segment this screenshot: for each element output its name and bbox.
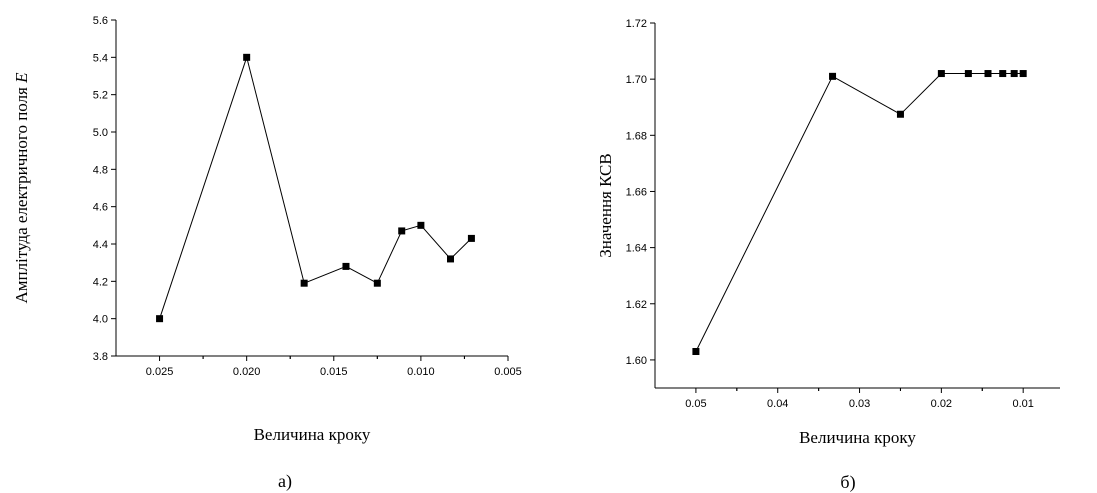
data-point bbox=[1019, 70, 1027, 78]
y-tick-label: 1.66 bbox=[626, 186, 647, 198]
y-axis-label-symbol: E bbox=[12, 72, 31, 84]
panel-caption: а) bbox=[278, 471, 292, 492]
y-tick-label: 1.70 bbox=[626, 74, 647, 86]
data-point bbox=[373, 279, 381, 287]
y-tick-label: 1.60 bbox=[626, 355, 647, 367]
x-tick-label: 0.03 bbox=[849, 398, 870, 410]
y-tick-label: 4.4 bbox=[93, 239, 108, 251]
data-point bbox=[829, 72, 837, 80]
data-point bbox=[964, 70, 972, 78]
y-tick-label: 5.4 bbox=[93, 52, 108, 64]
x-tick-label: 0.025 bbox=[146, 366, 174, 378]
panel-caption: б) bbox=[840, 472, 855, 493]
x-tick-label: 0.05 bbox=[685, 398, 706, 410]
x-tick-label: 0.01 bbox=[1012, 398, 1033, 410]
data-point bbox=[447, 255, 455, 263]
data-point bbox=[1010, 70, 1018, 78]
y-tick-label: 5.6 bbox=[93, 15, 108, 27]
y-tick-label: 4.2 bbox=[93, 276, 108, 288]
x-axis-label: Величина кроку bbox=[254, 425, 371, 444]
data-point bbox=[398, 227, 406, 235]
y-tick-label: 4.6 bbox=[93, 202, 108, 214]
y-tick-label: 4.0 bbox=[93, 314, 108, 326]
data-point bbox=[896, 110, 904, 118]
data-point bbox=[692, 348, 700, 355]
y-axis-label: Амплітуда електричного поля E bbox=[12, 72, 31, 304]
y-tick-label: 4.8 bbox=[93, 164, 108, 176]
data-point bbox=[937, 70, 945, 78]
y-tick-label: 1.72 bbox=[626, 18, 647, 30]
data-point bbox=[999, 70, 1007, 78]
y-tick-label: 5.2 bbox=[93, 90, 108, 102]
data-point bbox=[342, 262, 350, 270]
x-tick-label: 0.005 bbox=[494, 366, 522, 378]
series-line bbox=[159, 55, 472, 319]
x-tick-label: 0.02 bbox=[931, 398, 952, 410]
x-tick-label: 0.015 bbox=[320, 366, 348, 378]
y-tick-label: 3.8 bbox=[93, 351, 108, 363]
data-point bbox=[467, 234, 475, 242]
y-tick-label: 1.68 bbox=[626, 130, 647, 142]
data-point bbox=[243, 53, 251, 61]
data-point bbox=[417, 221, 425, 229]
chart-panel-a: 3.8 4.0 4.2 4.4 4.6 4.8 5.0 5.2 5.4 5.6 0.025 0.020… bbox=[12, 15, 522, 492]
x-tick-label: 0.020 bbox=[233, 366, 261, 378]
y-axis-label: Значення КСВ bbox=[596, 153, 615, 257]
y-tick-label: 5.0 bbox=[93, 127, 108, 139]
y-tick-label: 1.62 bbox=[626, 299, 647, 311]
data-point bbox=[984, 70, 992, 78]
data-point bbox=[300, 279, 308, 287]
series-line bbox=[695, 73, 1024, 352]
x-tick-label: 0.010 bbox=[407, 366, 435, 378]
chart-panel-b: 1.60 1.62 1.64 1.66 1.68 1.70 1.72 0.05 0.04 0.03… bbox=[596, 18, 1060, 493]
x-tick-label: 0.04 bbox=[767, 398, 788, 410]
data-point bbox=[156, 315, 164, 323]
y-tick-label: 1.64 bbox=[626, 243, 647, 255]
x-axis-label: Величина кроку bbox=[799, 428, 916, 447]
